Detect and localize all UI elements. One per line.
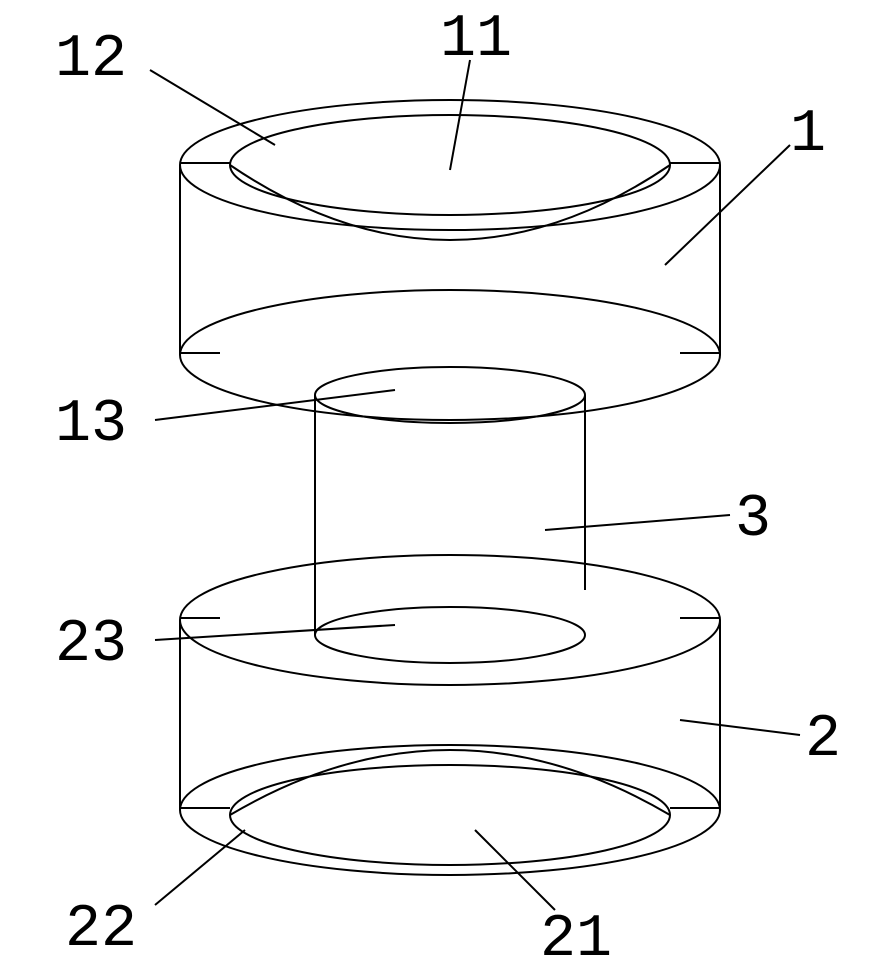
- label-21: 21: [540, 906, 612, 971]
- lower-dome-curve: [230, 750, 670, 815]
- lower-bottom-inner-back: [230, 765, 670, 815]
- lower-top-circle-front: [315, 635, 585, 663]
- upper-bowl-curve: [230, 165, 670, 240]
- lower-bottom-back-arc: [180, 745, 720, 810]
- lower-top-circle-back: [315, 607, 585, 635]
- upper-bottom-circle-front: [315, 395, 585, 423]
- label-1: 1: [790, 101, 826, 169]
- label-12: 12: [55, 26, 127, 94]
- leader-2: [680, 720, 800, 735]
- lower-bottom-inner-front: [230, 815, 670, 865]
- label-11: 11: [440, 6, 512, 74]
- label-2: 2: [805, 706, 841, 774]
- leader-23: [155, 625, 395, 640]
- leader-21: [475, 830, 555, 910]
- label-22: 22: [65, 896, 137, 964]
- label-3: 3: [735, 486, 771, 554]
- lower-top-front-arc: [180, 620, 720, 685]
- label-13: 13: [55, 391, 127, 459]
- lower-top-back-arc: [180, 555, 720, 620]
- technical-diagram: 12 11 1 13 3 23 2 22 21: [0, 0, 894, 971]
- upper-bottom-circle-back: [315, 367, 585, 395]
- leader-3: [545, 515, 730, 530]
- upper-bottom-back-arc: [180, 290, 720, 355]
- upper-bottom-front-arc: [180, 355, 720, 420]
- label-23: 23: [55, 611, 127, 679]
- leader-22: [155, 830, 245, 905]
